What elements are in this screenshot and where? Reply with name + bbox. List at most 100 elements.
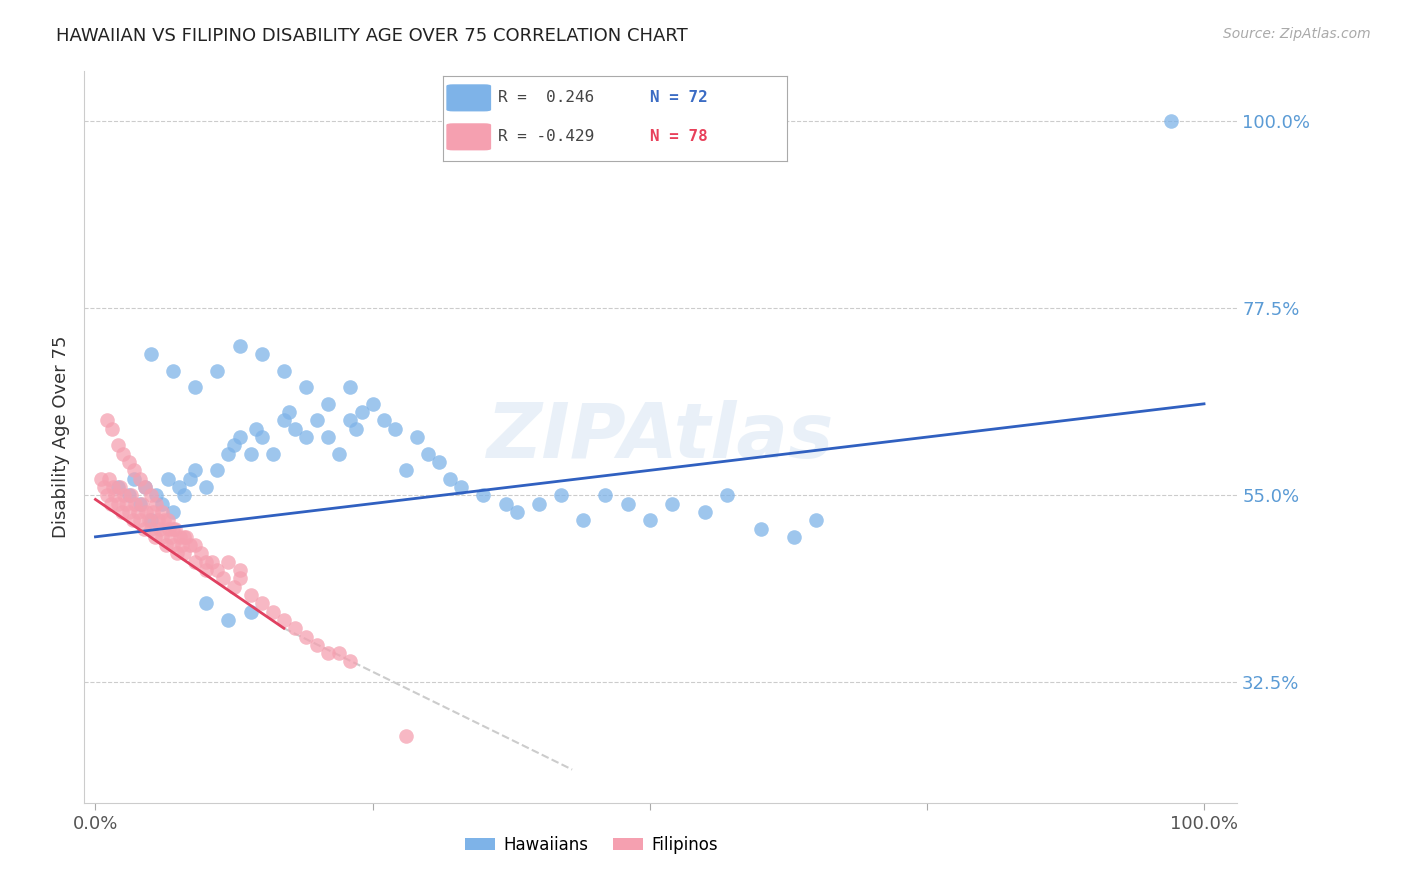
Point bbox=[328, 447, 350, 461]
Point bbox=[139, 513, 162, 527]
Point bbox=[176, 530, 198, 544]
Point bbox=[156, 513, 179, 527]
Point bbox=[195, 563, 218, 577]
Point bbox=[506, 505, 529, 519]
Point bbox=[122, 472, 145, 486]
Point bbox=[145, 497, 167, 511]
Point bbox=[273, 413, 295, 427]
Point bbox=[120, 488, 142, 502]
Point bbox=[112, 447, 135, 461]
Point bbox=[104, 488, 127, 502]
Point bbox=[162, 521, 184, 535]
Point bbox=[150, 530, 173, 544]
Point bbox=[179, 538, 201, 552]
Point bbox=[160, 530, 183, 544]
Point bbox=[307, 638, 329, 652]
Point bbox=[134, 480, 156, 494]
Text: R = -0.429: R = -0.429 bbox=[498, 129, 595, 145]
Point bbox=[595, 488, 617, 502]
Point bbox=[135, 505, 157, 519]
Point bbox=[142, 505, 165, 519]
Point bbox=[169, 530, 191, 544]
Point bbox=[550, 488, 572, 502]
Point bbox=[107, 497, 129, 511]
Point bbox=[307, 413, 329, 427]
Point bbox=[228, 338, 250, 352]
Point bbox=[128, 513, 150, 527]
Point bbox=[93, 480, 115, 494]
Point bbox=[295, 380, 318, 394]
Text: ZIPAtlas: ZIPAtlas bbox=[486, 401, 835, 474]
Text: Source: ZipAtlas.com: Source: ZipAtlas.com bbox=[1223, 27, 1371, 41]
Y-axis label: Disability Age Over 75: Disability Age Over 75 bbox=[52, 335, 70, 539]
Point bbox=[395, 463, 418, 477]
Point bbox=[134, 521, 156, 535]
Point bbox=[166, 546, 188, 560]
Point bbox=[145, 488, 167, 502]
Point bbox=[207, 463, 229, 477]
Point bbox=[439, 472, 461, 486]
Point bbox=[228, 571, 250, 585]
Point bbox=[149, 521, 172, 535]
Point bbox=[184, 380, 207, 394]
Point bbox=[150, 505, 173, 519]
Point bbox=[339, 655, 361, 669]
Point bbox=[250, 430, 273, 444]
Legend: Hawaiians, Filipinos: Hawaiians, Filipinos bbox=[458, 829, 725, 860]
Point bbox=[245, 422, 267, 436]
Point bbox=[783, 530, 806, 544]
Point bbox=[239, 605, 262, 619]
Point bbox=[146, 513, 169, 527]
Point bbox=[139, 488, 162, 502]
Point bbox=[184, 463, 207, 477]
Point bbox=[495, 497, 517, 511]
Point bbox=[273, 363, 295, 377]
Point bbox=[384, 422, 406, 436]
Point bbox=[165, 521, 187, 535]
Point bbox=[749, 521, 772, 535]
Point bbox=[103, 480, 124, 494]
Point bbox=[278, 405, 301, 419]
Point bbox=[139, 347, 162, 361]
Point bbox=[179, 472, 201, 486]
Point bbox=[150, 497, 173, 511]
Point bbox=[239, 588, 262, 602]
Point bbox=[222, 580, 245, 594]
Point bbox=[173, 488, 195, 502]
Point bbox=[101, 422, 124, 436]
Point bbox=[127, 505, 149, 519]
Point bbox=[316, 397, 339, 411]
Point bbox=[262, 605, 284, 619]
Point bbox=[695, 505, 717, 519]
Point bbox=[134, 480, 156, 494]
Point bbox=[155, 538, 177, 552]
Point bbox=[90, 472, 112, 486]
Point bbox=[128, 472, 150, 486]
Point bbox=[115, 497, 138, 511]
Point bbox=[139, 521, 162, 535]
Point bbox=[118, 455, 141, 469]
Point bbox=[804, 513, 827, 527]
Point bbox=[207, 363, 229, 377]
Point bbox=[156, 472, 179, 486]
Text: N = 72: N = 72 bbox=[650, 90, 707, 105]
Point bbox=[228, 430, 250, 444]
Point bbox=[162, 505, 184, 519]
Point bbox=[716, 488, 738, 502]
Point bbox=[316, 646, 339, 660]
Point bbox=[195, 555, 218, 569]
Point bbox=[344, 422, 367, 436]
Point bbox=[108, 480, 131, 494]
Point bbox=[339, 380, 361, 394]
Point bbox=[472, 488, 495, 502]
Point bbox=[96, 488, 118, 502]
Point bbox=[122, 513, 145, 527]
Point bbox=[250, 596, 273, 610]
Text: R =  0.246: R = 0.246 bbox=[498, 90, 595, 105]
Point bbox=[316, 430, 339, 444]
Point bbox=[218, 555, 240, 569]
Point bbox=[170, 538, 193, 552]
Point bbox=[373, 413, 395, 427]
Point bbox=[262, 447, 284, 461]
Point bbox=[239, 447, 262, 461]
